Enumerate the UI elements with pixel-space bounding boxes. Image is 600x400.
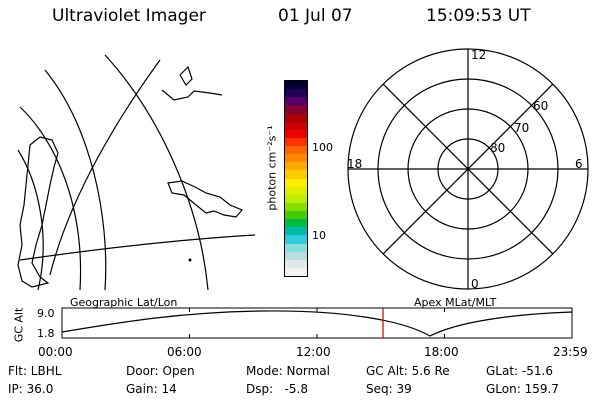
colorbar-swatch [285,186,307,195]
mlt-label-12: 12 [471,48,486,62]
filter-value: Flt: LBHL [8,364,62,378]
x-tick-1200: 12:00 [296,345,331,359]
lat-label-60: 60 [533,99,548,113]
latitude-arc [44,69,107,290]
timeline-left-label: Geographic Lat/Lon [70,296,178,309]
altitude-curve [61,310,573,337]
mlt-label-18: 18 [347,157,362,171]
geographic-map [17,54,256,290]
colorbar-swatch [285,105,307,114]
gc-alt-value: GC Alt: 5.6 Re [366,364,450,378]
lat-label-70: 70 [514,121,529,135]
x-tick-1800: 18:00 [424,345,459,359]
timeline-y-tick-max: 9.0 [37,307,55,320]
polar-plot: 12 18 6 0 60 70 80 [347,48,589,291]
latitude-line [19,234,256,261]
latitude-arc [17,149,44,290]
geo-longitude: GLon: 159.7 [486,382,559,396]
colorbar-swatch [285,97,307,106]
colorbar-swatch [285,259,307,268]
colorbar-swatch [285,121,307,130]
timeline-axis-title: GC Alt [12,307,26,343]
colorbar-swatch [285,178,307,187]
colorbar [284,80,308,277]
colorbar-swatch [285,154,307,163]
colorbar-tick-100: 100 [312,141,333,154]
timeline-right-label: Apex MLat/MLT [414,296,497,309]
timeline-plot [61,307,573,339]
latitude-arc [19,106,82,290]
colorbar-swatch [285,235,307,244]
colorbar-swatch [285,219,307,228]
mlt-label-6: 6 [575,157,583,171]
colorbar-swatch [285,243,307,252]
lat-label-80: 80 [490,141,505,155]
colorbar-swatch [285,81,307,90]
mode-value: Mode: Normal [246,364,330,378]
colorbar-swatch [285,170,307,179]
colorbar-swatch [285,89,307,98]
observation-time: 15:09:53 UT [426,6,531,26]
x-tick-2359: 23:59 [553,345,588,359]
timeline-y-tick-min: 1.8 [37,327,55,340]
coastline [167,180,243,218]
observation-date: 01 Jul 07 [278,6,353,26]
colorbar-swatch [285,251,307,260]
colorbar-swatch [285,227,307,236]
colorbar-swatch [285,129,307,138]
colorbar-swatch [285,146,307,155]
x-tick-0600: 06:00 [167,345,202,359]
station-dot [188,258,192,262]
geo-latitude: GLat: -51.6 [486,364,553,378]
colorbar-swatch [285,211,307,220]
colorbar-swatch [285,137,307,146]
polar-diagonal [382,83,554,255]
x-tick-0000: 00:00 [38,345,73,359]
mlt-label-0: 0 [471,277,479,291]
sequence-value: Seq: 39 [366,382,412,396]
ip-value: IP: 36.0 [8,382,54,396]
instrument-title: Ultraviolet Imager [52,6,206,26]
door-status: Door: Open [126,364,195,378]
colorbar-swatch [285,162,307,171]
colorbar-swatch [285,113,307,122]
colorbar-tick-10: 10 [312,229,326,242]
coastline [17,136,59,288]
colorbar-swatch [285,267,307,276]
colorbar-swatch [285,194,307,203]
colorbar-swatch [285,202,307,211]
dsp-value: Dsp: -5.8 [246,382,309,396]
gain-value: Gain: 14 [126,382,177,396]
longitude-line [104,54,209,290]
coastline [161,89,223,101]
coastline [179,65,193,86]
longitude-line [49,59,161,276]
colorbar-unit-label: photon cm⁻²s⁻¹ [265,125,279,211]
